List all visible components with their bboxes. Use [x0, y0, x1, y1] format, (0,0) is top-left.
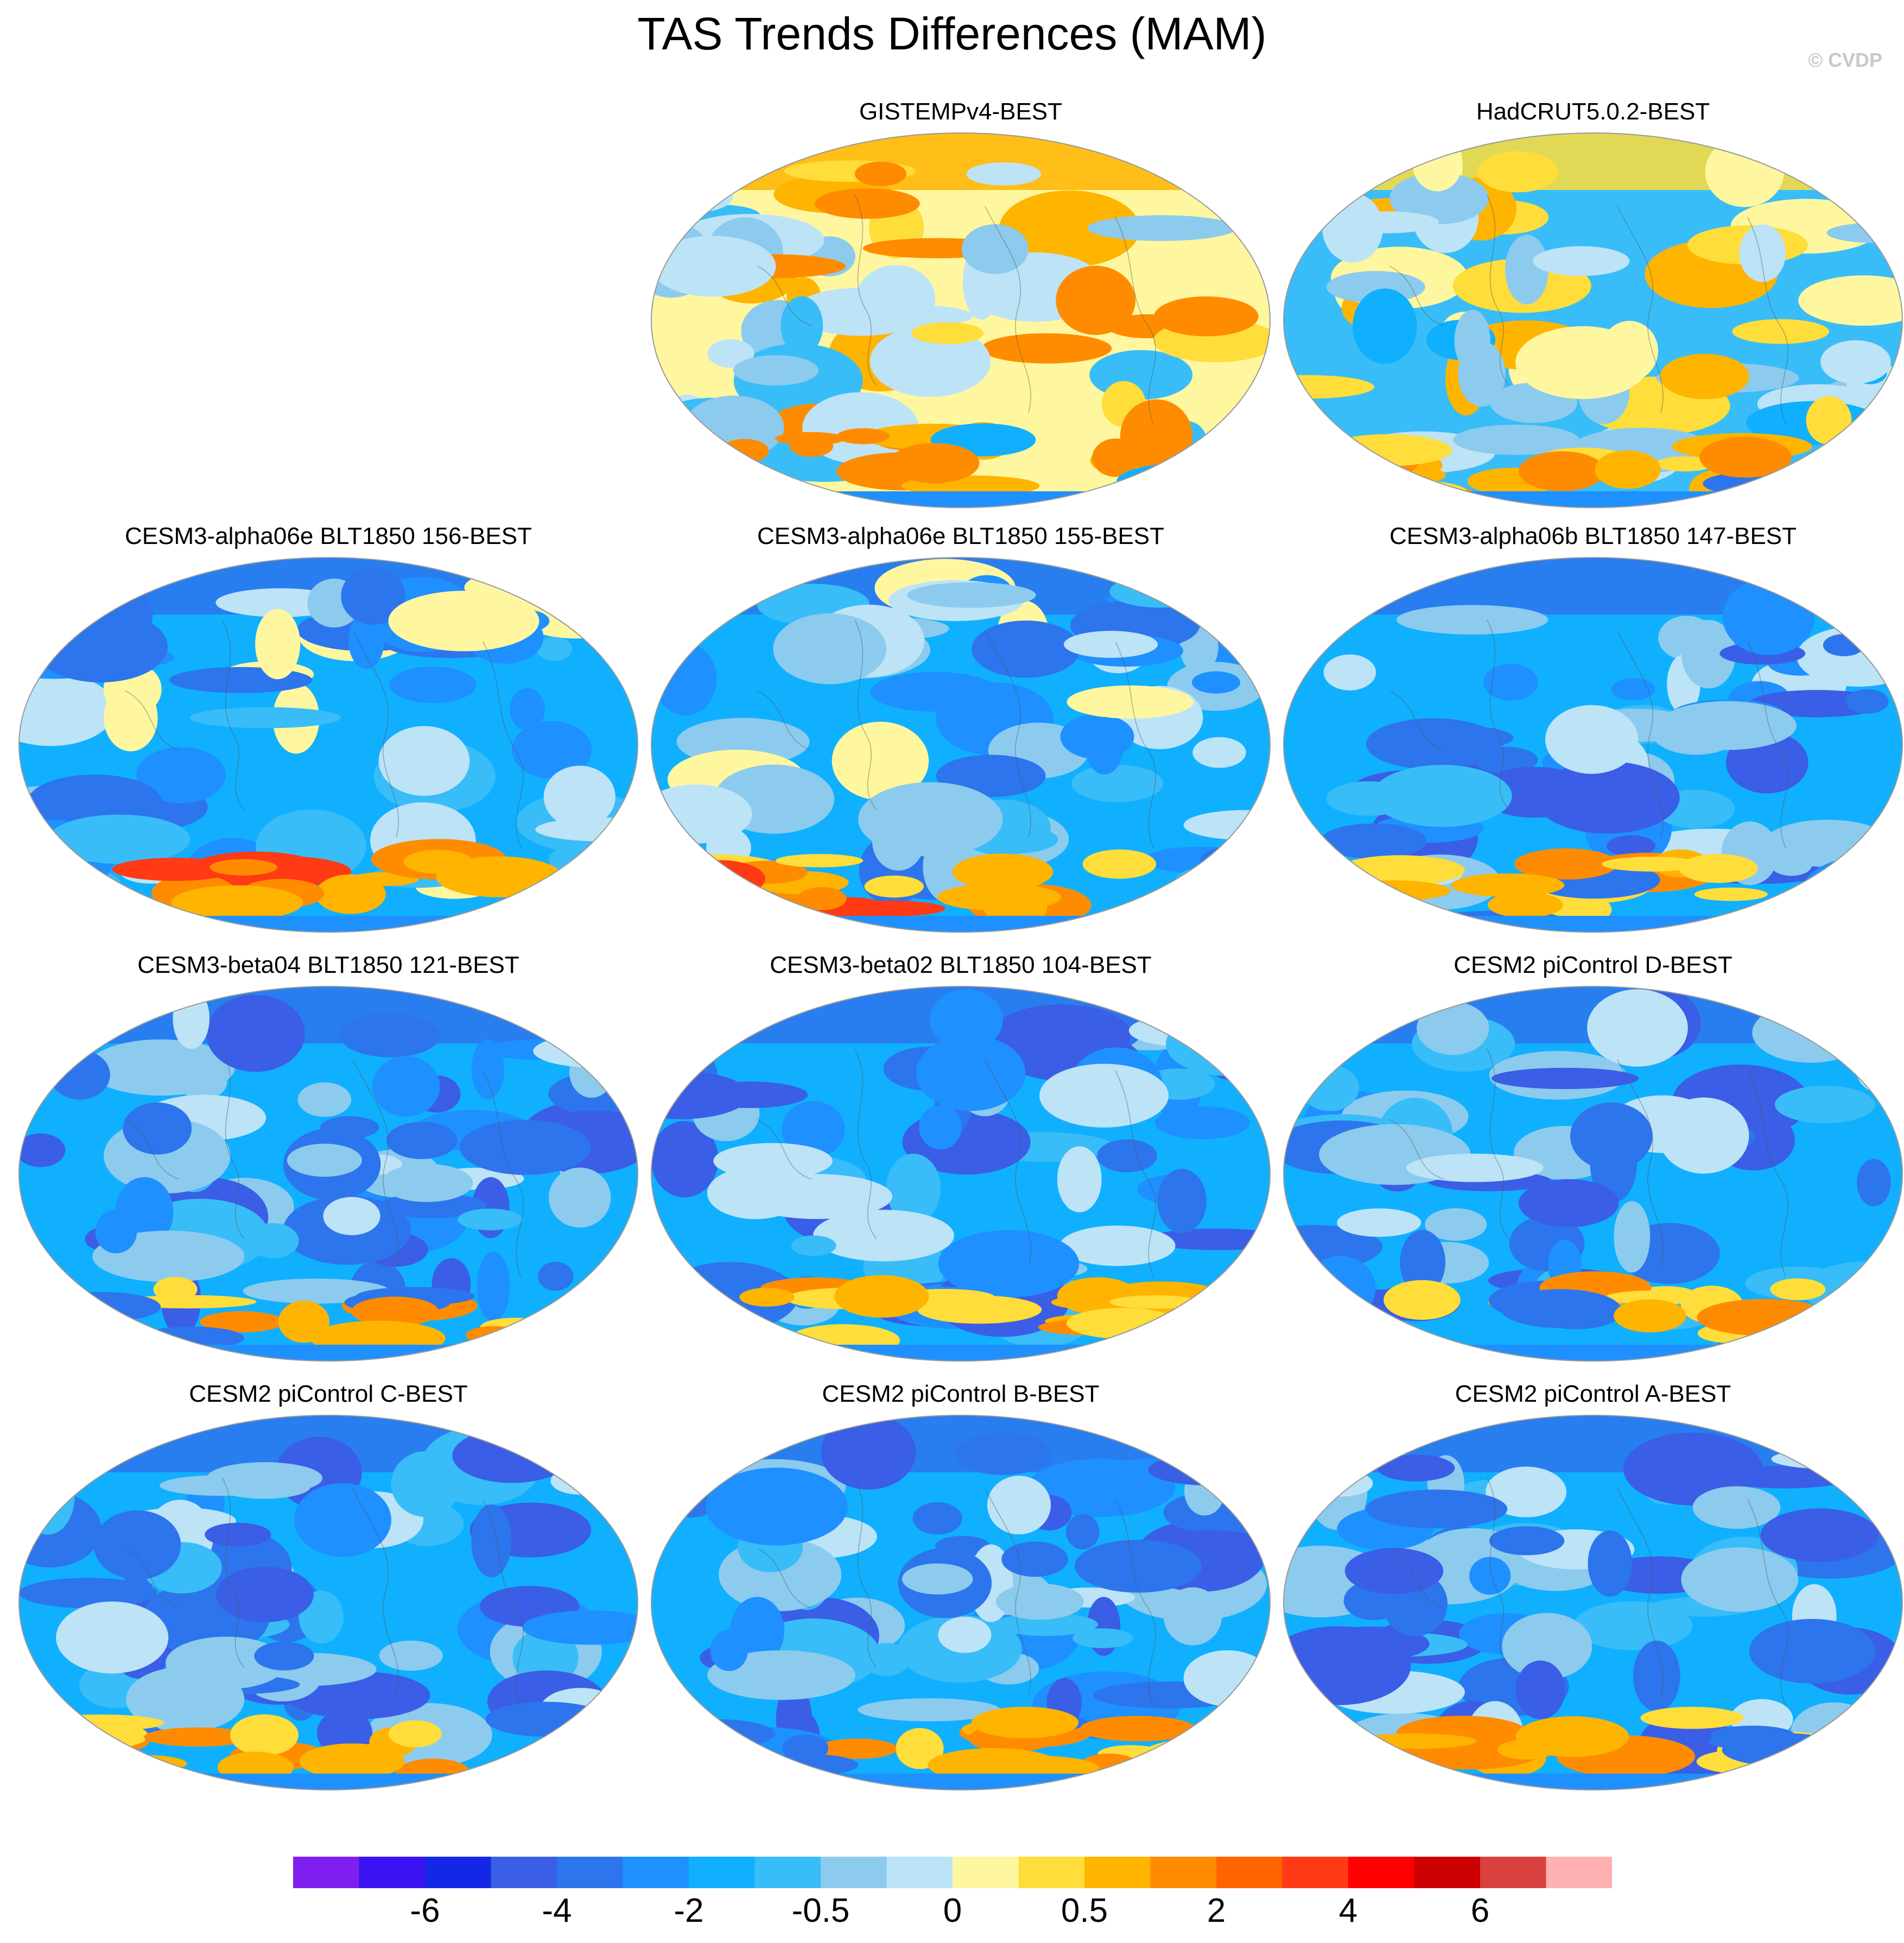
colorbar-swatch — [623, 1857, 689, 1888]
colorbar-tick-label: 0.5 — [1061, 1892, 1108, 1929]
panel-title: CESM2 piControl B-BEST — [822, 1381, 1100, 1407]
colorbar-swatch — [293, 1857, 359, 1888]
map-field — [651, 132, 1271, 508]
colorbar-swatch — [754, 1857, 821, 1888]
colorbar-swatch — [1018, 1857, 1084, 1888]
map-panel: CESM2 piControl A-BEST — [1281, 1379, 1904, 1802]
panel-title: CESM3-alpha06e BLT1850 156-BEST — [124, 523, 532, 549]
watermark-text: © CVDP — [1808, 49, 1882, 71]
map-field — [18, 557, 638, 933]
colorbar-swatch — [359, 1857, 425, 1888]
colorbar-swatch — [425, 1857, 491, 1888]
figure-title: TAS Trends Differences (MAM) — [637, 8, 1267, 59]
map-panel: CESM2 piControl D-BEST — [1281, 950, 1904, 1374]
panel-title: HadCRUT5.0.2-BEST — [1476, 98, 1710, 125]
colorbar-tick-label: -2 — [674, 1892, 704, 1929]
colorbar-swatch — [689, 1857, 755, 1888]
colorbar — [293, 1857, 1612, 1888]
map-panel: CESM2 piControl C-BEST — [16, 1379, 640, 1802]
panel-title: CESM2 piControl C-BEST — [189, 1381, 468, 1407]
panel-title: CESM2 piControl D-BEST — [1454, 952, 1732, 978]
colorbar-swatch — [821, 1857, 887, 1888]
map-field — [1283, 132, 1903, 508]
colorbar-swatch — [557, 1857, 623, 1888]
colorbar-tick-label: 2 — [1207, 1892, 1226, 1929]
map-panel: CESM3-alpha06e BLT1850 156-BEST — [16, 521, 640, 945]
map-field — [1283, 986, 1903, 1362]
colorbar-tick-label: -6 — [410, 1892, 440, 1929]
panel-title: CESM3-alpha06e BLT1850 155-BEST — [757, 523, 1165, 549]
colorbar-tick-label: 4 — [1338, 1892, 1358, 1929]
map-field — [1283, 1415, 1903, 1790]
colorbar-tick-label: -4 — [542, 1892, 572, 1929]
panel-title: CESM2 piControl A-BEST — [1455, 1381, 1731, 1407]
colorbar-swatch — [886, 1857, 953, 1888]
map-panel: GISTEMPv4-BEST — [649, 97, 1273, 520]
colorbar-swatch — [1348, 1857, 1414, 1888]
map-panel: CESM3-alpha06e BLT1850 155-BEST — [649, 521, 1273, 945]
map-field — [1283, 557, 1903, 933]
colorbar-swatch — [1084, 1857, 1151, 1888]
colorbar-tick-label: 0 — [943, 1892, 962, 1929]
colorbar-swatch — [1216, 1857, 1283, 1888]
panel-title: GISTEMPv4-BEST — [859, 98, 1063, 125]
colorbar-swatch — [1480, 1857, 1546, 1888]
map-panel: CESM2 piControl B-BEST — [649, 1379, 1273, 1802]
panel-title: CESM3-beta02 BLT1850 104-BEST — [770, 952, 1152, 978]
map-panel: CESM3-beta02 BLT1850 104-BEST — [649, 950, 1273, 1374]
map-panel: HadCRUT5.0.2-BEST — [1281, 97, 1904, 520]
colorbar-swatch — [1282, 1857, 1348, 1888]
colorbar-swatch — [1546, 1857, 1612, 1888]
panel-title: CESM3-alpha06b BLT1850 147-BEST — [1389, 523, 1797, 549]
map-panel: CESM3-alpha06b BLT1850 147-BEST — [1281, 521, 1904, 945]
map-panel: CESM3-beta04 BLT1850 121-BEST — [16, 950, 640, 1374]
colorbar-swatch — [1150, 1857, 1216, 1888]
map-field — [651, 1415, 1271, 1790]
colorbar-tick-label: 6 — [1470, 1892, 1490, 1929]
colorbar-swatch — [953, 1857, 1019, 1888]
panel-title: CESM3-beta04 BLT1850 121-BEST — [137, 952, 519, 978]
map-field — [18, 1415, 638, 1790]
colorbar-tick-label: -0.5 — [791, 1892, 850, 1929]
map-field — [651, 557, 1271, 933]
map-field — [18, 986, 638, 1362]
map-field — [651, 986, 1271, 1362]
colorbar-swatch — [1414, 1857, 1480, 1888]
colorbar-swatch — [491, 1857, 557, 1888]
